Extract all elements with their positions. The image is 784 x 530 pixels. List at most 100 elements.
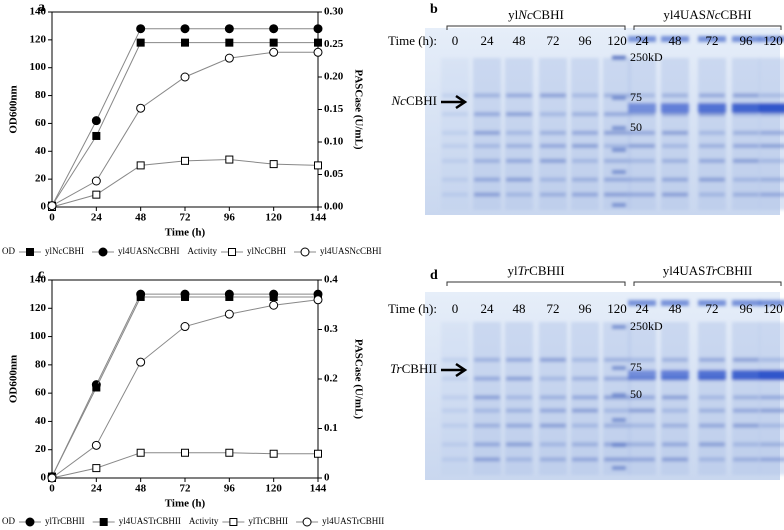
band <box>629 130 655 135</box>
band <box>572 457 598 462</box>
band <box>629 442 655 447</box>
target-band <box>759 103 784 113</box>
band <box>629 457 655 462</box>
band <box>442 357 468 362</box>
y-tick-label: 0 <box>41 201 47 213</box>
band <box>604 357 630 362</box>
band <box>506 130 532 135</box>
band <box>474 192 500 197</box>
data-point <box>269 300 279 310</box>
data-point <box>313 295 323 305</box>
data-point <box>136 161 145 170</box>
band <box>760 130 784 135</box>
band <box>506 423 532 428</box>
band <box>629 423 655 428</box>
band <box>699 143 725 148</box>
legend-marker <box>98 247 108 257</box>
data-point <box>136 292 145 301</box>
y-axis-title: OD600nm <box>8 355 20 403</box>
lane-label: 48 <box>669 301 682 316</box>
band <box>604 112 630 117</box>
top-band <box>661 300 689 306</box>
y-axis-title: OD600nm <box>8 85 20 133</box>
panel-label: a <box>38 0 45 15</box>
band <box>699 130 725 135</box>
band <box>572 442 598 447</box>
band <box>733 93 759 98</box>
lane-label: 72 <box>706 33 719 48</box>
group-brace <box>446 25 626 30</box>
arrow-label-part: Tr <box>390 361 403 376</box>
group-label-part: CBHI <box>533 7 564 22</box>
data-point <box>136 38 145 47</box>
band <box>604 423 630 428</box>
band <box>733 192 759 197</box>
band <box>442 177 468 182</box>
band <box>604 395 630 400</box>
band <box>604 457 630 462</box>
band <box>699 395 725 400</box>
group-label-part: CBHI <box>721 7 752 22</box>
data-point <box>136 103 146 113</box>
data-point <box>313 24 323 34</box>
band <box>442 395 468 400</box>
band <box>540 457 566 462</box>
x-tick-label: 48 <box>135 483 147 495</box>
band <box>604 158 630 163</box>
band <box>474 93 500 98</box>
group-label-part: yl <box>507 263 518 278</box>
band <box>474 457 500 462</box>
data-point <box>225 448 234 457</box>
band <box>442 93 468 98</box>
band <box>604 408 630 413</box>
x-tick-label: 24 <box>91 483 103 495</box>
band <box>760 143 784 148</box>
legend-group-label: OD <box>2 516 15 526</box>
y2-tick-label: 0.3 <box>324 323 338 335</box>
band <box>629 177 655 182</box>
band <box>760 192 784 197</box>
band <box>662 457 688 462</box>
target-band <box>759 370 784 380</box>
band <box>760 395 784 400</box>
band <box>760 423 784 428</box>
band <box>760 93 784 98</box>
x-tick-label: 0 <box>49 212 55 224</box>
data-point <box>269 38 278 47</box>
band <box>572 158 598 163</box>
band <box>474 442 500 447</box>
data-point <box>92 383 101 392</box>
band <box>604 192 630 197</box>
band <box>572 112 598 117</box>
lane-label: 24 <box>481 301 495 316</box>
band <box>474 130 500 135</box>
legend-marker <box>99 518 108 526</box>
lane-label: 72 <box>706 301 719 316</box>
band <box>506 457 532 462</box>
y-tick-label: 0 <box>41 472 47 484</box>
y2-tick-label: 0.15 <box>324 103 344 115</box>
data-point <box>269 449 278 458</box>
time-label: Time (h): <box>388 301 437 316</box>
series-line <box>51 28 318 206</box>
y2-tick-label: 0 <box>324 472 330 484</box>
band <box>506 408 532 413</box>
group-label-part: CBHII <box>529 263 564 278</box>
x-tick-label: 24 <box>91 212 103 224</box>
y2-axis-title: PASCase (U/mL) <box>352 69 364 149</box>
lane-label: 24 <box>636 33 650 48</box>
data-point <box>91 176 101 186</box>
arrow-label-part: CBHI <box>406 93 437 108</box>
data-point <box>269 292 278 301</box>
band <box>699 158 725 163</box>
y-tick-label: 80 <box>35 89 47 101</box>
top-band <box>628 36 656 42</box>
y-tick-label: 100 <box>30 61 47 73</box>
band <box>572 357 598 362</box>
lane-label: 48 <box>669 33 682 48</box>
band <box>572 93 598 98</box>
lane-label: 96 <box>579 301 593 316</box>
band <box>662 423 688 428</box>
y-tick-label: 140 <box>30 6 47 18</box>
x-tick-label: 48 <box>135 212 147 224</box>
